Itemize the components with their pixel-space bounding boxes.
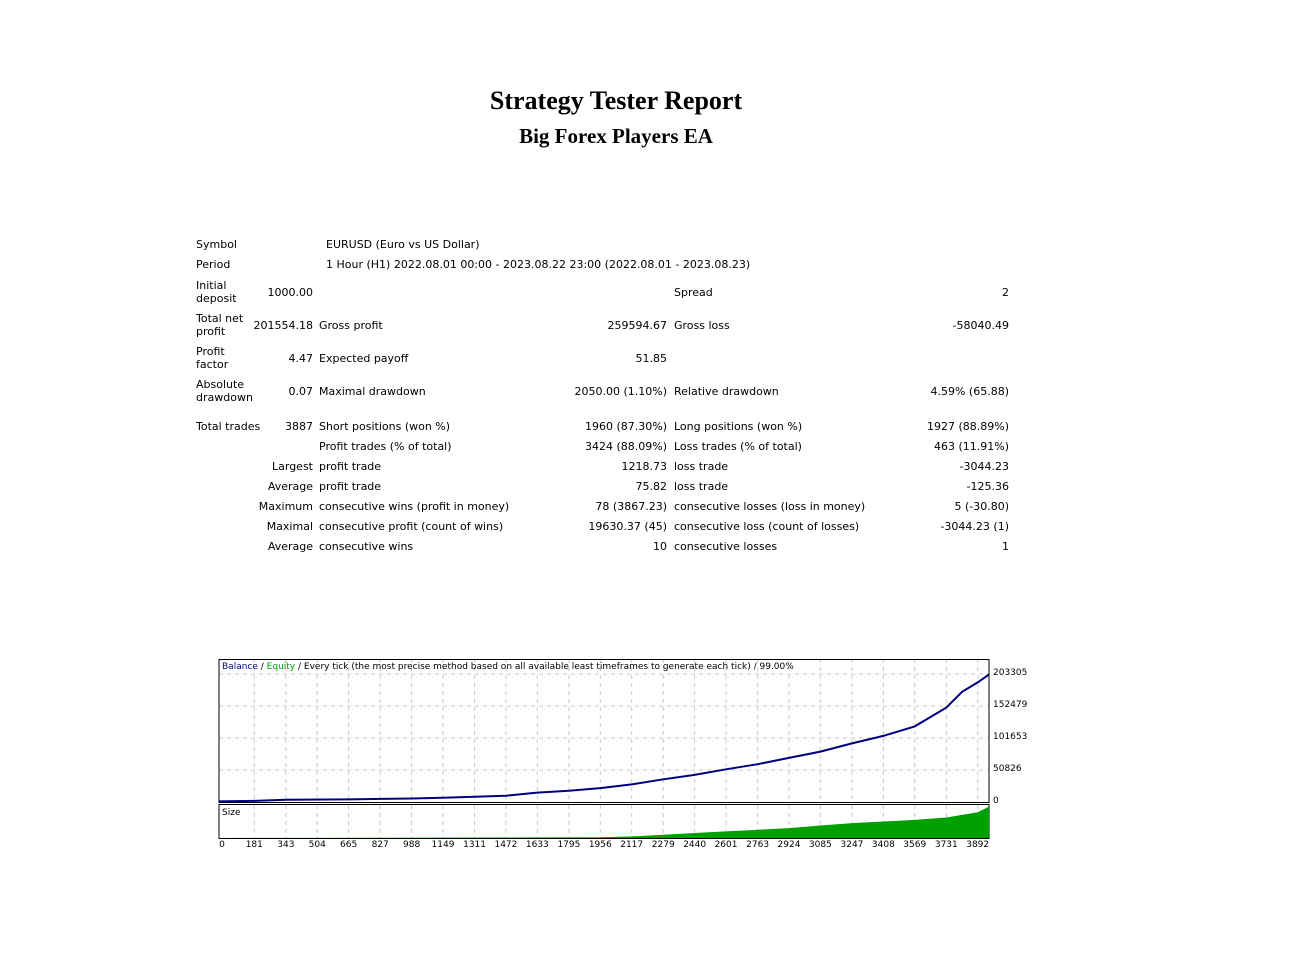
- x-axis-tick: 2440: [683, 840, 707, 850]
- profit-factor-value: 4.47: [288, 352, 314, 365]
- largest-loss-label: loss trade: [674, 460, 729, 473]
- average-loss-label: loss trade: [674, 480, 729, 493]
- long-positions-label: Long positions (won %): [674, 420, 803, 433]
- size-panel-label: Size: [222, 808, 241, 818]
- x-axis-tick: 3731: [934, 840, 958, 850]
- x-axis-tick: 1795: [557, 840, 581, 850]
- avg-cons-wins-value: 10: [653, 540, 667, 553]
- maximal-cons-loss-label: consecutive loss (count of losses): [674, 520, 860, 533]
- period-value: 1 Hour (H1) 2022.08.01 00:00 - 2023.08.2…: [326, 258, 751, 271]
- gross-loss-value: -58040.49: [952, 319, 1009, 332]
- legend-balance: Balance: [222, 662, 258, 672]
- maximal-drawdown-label: Maximal drawdown: [319, 385, 426, 398]
- loss-trades-value: 463 (11.91%): [933, 440, 1009, 453]
- x-axis-tick: 1149: [431, 840, 455, 850]
- x-axis-tick: 3085: [808, 840, 832, 850]
- x-axis-tick: 3408: [871, 840, 895, 850]
- x-axis-tick: 665: [340, 840, 358, 850]
- symbol-value: EURUSD (Euro vs US Dollar): [326, 238, 480, 251]
- x-axis-tick: 1311: [463, 840, 486, 850]
- chart-legend: Balance / Equity / Every tick (the most …: [222, 662, 794, 672]
- x-axis-tick: 2924: [777, 840, 801, 850]
- x-axis-tick: 1472: [494, 840, 518, 850]
- short-positions-value: 1960 (87.30%): [584, 420, 667, 433]
- average-profit-value: 75.82: [635, 480, 668, 493]
- x-axis-tick: 2279: [651, 840, 675, 850]
- legend-model: / Every tick (the most precise method ba…: [295, 662, 794, 672]
- x-axis-tick: 3569: [903, 840, 927, 850]
- largest-profit-value: 1218.73: [621, 460, 668, 473]
- expert-name: Big Forex Players EA: [519, 124, 713, 148]
- average-cons-label: Average: [267, 540, 313, 553]
- gross-profit-label: Gross profit: [319, 319, 383, 332]
- total-trades-label: Total trades: [196, 420, 261, 433]
- gross-profit-value: 259594.67: [607, 319, 668, 332]
- long-positions-value: 1927 (88.89%): [926, 420, 1009, 433]
- x-axis-tick: 2763: [746, 840, 770, 850]
- x-axis-tick: 0: [219, 840, 225, 850]
- short-positions-label: Short positions (won %): [319, 420, 451, 433]
- expected-payoff-value: 51.85: [635, 352, 668, 365]
- largest-profit-label: profit trade: [319, 460, 382, 473]
- average-profit-label: profit trade: [319, 480, 382, 493]
- x-axis-tick: 2601: [714, 840, 738, 850]
- y-axis-tick: 152479: [993, 699, 1028, 710]
- loss-trades-label: Loss trades (% of total): [674, 440, 802, 453]
- x-axis-tick: 343: [277, 840, 295, 850]
- x-axis-tick: 1956: [588, 840, 612, 850]
- relative-drawdown-label: Relative drawdown: [674, 385, 779, 398]
- max-cons-wins-value: 78 (3867.23): [595, 500, 667, 513]
- x-axis-tick: 1633: [525, 840, 549, 850]
- maximal-cons-profit-value: 19630.37 (45): [588, 520, 667, 533]
- maximal-drawdown-value: 2050.00 (1.10%): [574, 385, 667, 398]
- absolute-drawdown-label: Absolute drawdown: [196, 378, 253, 404]
- profit-factor-label: Profit factor: [196, 345, 229, 371]
- largest-loss-value: -3044.23: [959, 460, 1009, 473]
- relative-drawdown-value: 4.59% (65.88): [930, 385, 1009, 398]
- profit-trades-value: 3424 (88.09%): [584, 440, 667, 453]
- y-axis-tick: 50826: [993, 764, 1022, 774]
- y-axis-tick: 101653: [993, 731, 1028, 742]
- page-title: Strategy Tester Report: [489, 86, 743, 115]
- maximal-label: Maximal: [266, 520, 313, 533]
- absolute-drawdown-value: 0.07: [288, 385, 314, 398]
- profit-trades-label: Profit trades (% of total): [319, 440, 452, 453]
- max-cons-losses-value: 5 (-30.80): [954, 500, 1009, 513]
- x-axis-tick: 504: [308, 840, 326, 850]
- legend-equity: Equity: [266, 662, 296, 672]
- maximum-label: Maximum: [258, 500, 313, 513]
- total-net-profit-value: 201554.18: [253, 319, 314, 332]
- max-cons-wins-label: consecutive wins (profit in money): [319, 500, 510, 513]
- y-axis-tick: 203305: [993, 668, 1028, 678]
- gross-loss-label: Gross loss: [674, 319, 730, 332]
- x-axis-tick: 827: [371, 840, 389, 850]
- total-net-profit-label: Total net profit: [196, 312, 244, 338]
- avg-cons-losses-value: 1: [1002, 540, 1009, 553]
- initial-deposit-value: 1000.00: [267, 286, 314, 299]
- total-trades-value: 3887: [285, 420, 313, 433]
- spread-value: 2: [1002, 286, 1009, 299]
- initial-deposit-label: Initial deposit: [196, 279, 237, 305]
- largest-label: Largest: [272, 460, 313, 473]
- average-loss-value: -125.36: [966, 480, 1009, 493]
- x-axis-tick: 181: [245, 840, 263, 850]
- maximal-cons-profit-label: consecutive profit (count of wins): [319, 520, 504, 533]
- maximal-cons-loss-value: -3044.23 (1): [940, 520, 1009, 533]
- x-axis-tick: 3247: [840, 840, 864, 850]
- symbol-label: Symbol: [196, 238, 237, 251]
- avg-cons-losses-label: consecutive losses: [674, 540, 778, 553]
- avg-cons-wins-label: consecutive wins: [319, 540, 414, 553]
- x-axis-tick: 2117: [620, 840, 644, 850]
- expected-payoff-label: Expected payoff: [319, 352, 409, 365]
- spread-label: Spread: [674, 286, 713, 299]
- period-label: Period: [196, 258, 231, 271]
- max-cons-losses-label: consecutive losses (loss in money): [674, 500, 866, 513]
- x-axis-tick: 3892: [966, 840, 990, 850]
- x-axis-tick: 988: [403, 840, 421, 850]
- y-axis-tick: 0: [993, 796, 999, 806]
- average-label: Average: [267, 480, 313, 493]
